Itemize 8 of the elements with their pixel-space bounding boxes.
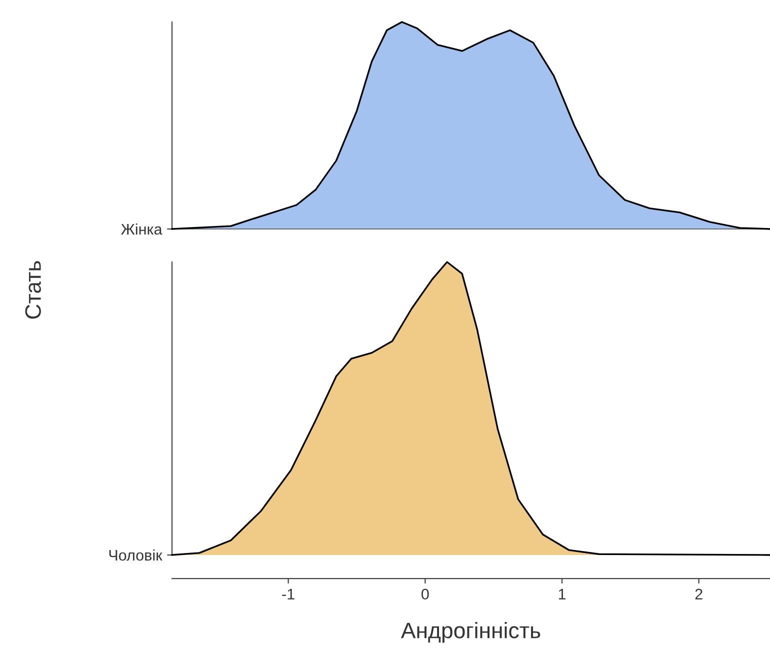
x-tick-label: 0 <box>422 588 429 600</box>
y-axis-title: Стать <box>25 261 41 319</box>
series-label: Жінка <box>121 223 162 235</box>
x-tick-label: 1 <box>558 588 566 600</box>
x-tick-label: 2 <box>695 588 702 600</box>
series-label: Чоловік <box>109 549 162 561</box>
x-axis-title: Андрогінність <box>400 622 540 643</box>
x-tick-label: -1 <box>282 588 294 600</box>
